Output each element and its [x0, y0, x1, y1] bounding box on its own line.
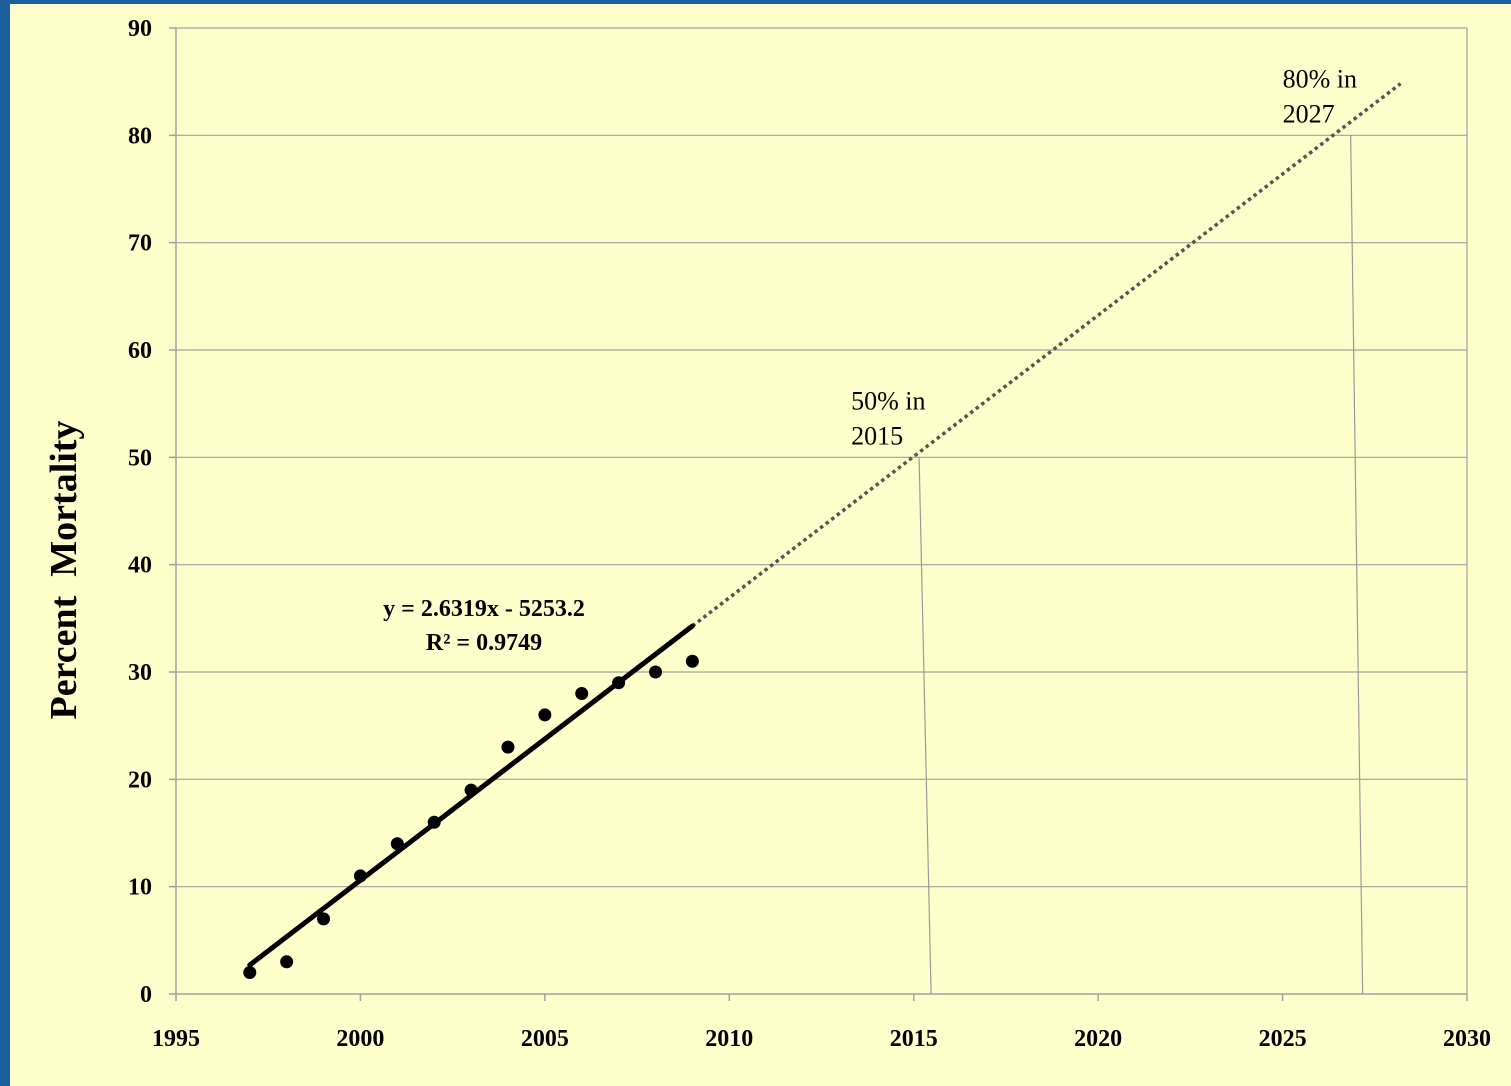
trendline-equation: y = 2.6319x - 5253.2 — [383, 596, 585, 622]
data-point-2004 — [501, 740, 515, 754]
data-point-1997 — [243, 966, 257, 980]
annotation-0-line1: 50% in — [851, 386, 925, 415]
x-tick-label-2000: 2000 — [336, 1026, 384, 1052]
y-tick-label-10: 10 — [128, 875, 152, 901]
data-point-2003 — [464, 783, 478, 797]
annotations: 50% in 2015 80% in 2027 — [851, 64, 1357, 450]
data-points — [243, 654, 699, 980]
y-tick-label-60: 60 — [128, 338, 152, 364]
annotation-1-line2: 2027 — [1283, 99, 1335, 128]
x-tick-label-2015: 2015 — [890, 1026, 938, 1052]
y-tick-label-80: 80 — [128, 123, 152, 149]
annotation-drop-line-0 — [918, 457, 932, 995]
y-tick-label-30: 30 — [128, 660, 152, 686]
annotation-drop-line-1 — [1350, 135, 1364, 995]
data-point-2000 — [353, 869, 367, 883]
y-tick-label-0: 0 — [140, 982, 152, 1008]
data-point-2002 — [427, 815, 441, 829]
data-point-2001 — [390, 837, 404, 851]
x-tick-label-1995: 1995 — [152, 1026, 200, 1052]
y-tick-label-40: 40 — [128, 553, 152, 579]
data-point-2008 — [649, 665, 663, 679]
data-point-2009 — [685, 654, 699, 668]
trendline-r2: R² = 0.9749 — [426, 630, 542, 656]
x-tick-label-2025: 2025 — [1259, 1026, 1307, 1052]
x-tick-labels: 1995 2000 2005 2010 2015 2020 2025 2030 — [152, 1026, 1491, 1052]
x-tick-label-2030: 2030 — [1443, 1026, 1491, 1052]
y-axis-label: Percent Mortality — [43, 421, 85, 720]
data-point-2007 — [612, 676, 626, 690]
data-point-2005 — [538, 708, 552, 722]
chart-frame: 0 10 20 30 40 50 60 70 80 90 1995 2000 2005 2010 2015… — [10, 4, 1511, 1086]
x-tick-label-2005: 2005 — [521, 1026, 569, 1052]
annotation-1-line1: 80% in — [1283, 64, 1357, 93]
y-tick-label-70: 70 — [128, 231, 152, 257]
data-point-1999 — [317, 912, 331, 926]
y-tick-label-20: 20 — [128, 767, 152, 793]
annotation-drop-lines — [918, 135, 1364, 995]
trendline-extrapolation — [691, 82, 1402, 628]
y-tick-label-90: 90 — [128, 16, 152, 42]
trendline — [247, 82, 1402, 968]
x-tick-label-2020: 2020 — [1074, 1026, 1122, 1052]
annotation-0-line2: 2015 — [851, 421, 903, 450]
data-point-1998 — [280, 955, 294, 969]
y-tick-labels: 0 10 20 30 40 50 60 70 80 90 — [128, 16, 152, 1008]
x-tick-label-2010: 2010 — [705, 1026, 753, 1052]
data-point-2006 — [575, 686, 589, 700]
grid-lines — [176, 27, 1467, 888]
axes — [169, 27, 1468, 1001]
y-tick-label-50: 50 — [128, 445, 152, 471]
